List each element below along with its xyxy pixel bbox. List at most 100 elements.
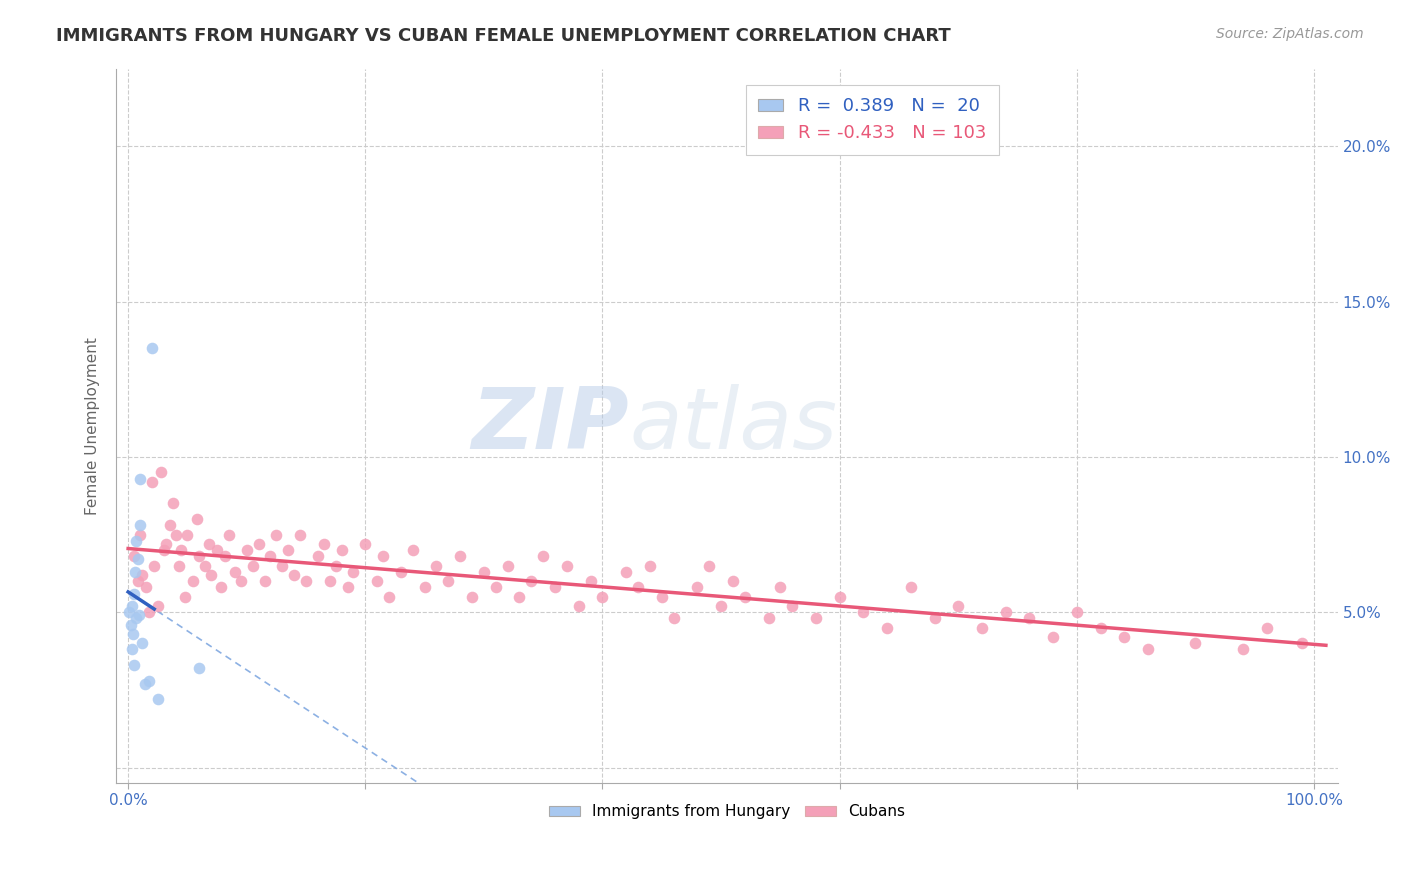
Point [662, 611, 685, 625]
Point [710, 599, 733, 613]
Point [165, 527, 187, 541]
Point [413, 580, 436, 594]
Point [544, 580, 567, 594]
Point [1232, 642, 1254, 657]
Point [568, 599, 591, 613]
Point [721, 574, 744, 588]
Point [118, 605, 141, 619]
Point [461, 590, 484, 604]
Point [138, 673, 160, 688]
Point [121, 642, 143, 657]
Point [472, 565, 495, 579]
Point [325, 558, 347, 573]
Point [579, 574, 602, 588]
Point [197, 537, 219, 551]
Point [127, 552, 149, 566]
Point [804, 611, 827, 625]
Point [120, 617, 142, 632]
Point [134, 676, 156, 690]
Point [224, 565, 246, 579]
Point [183, 574, 205, 588]
Text: atlas: atlas [630, 384, 838, 467]
Point [1184, 636, 1206, 650]
Point [288, 527, 311, 541]
Point [122, 549, 145, 564]
Point [307, 549, 329, 564]
Point [697, 558, 720, 573]
Point [924, 611, 946, 625]
Point [1114, 630, 1136, 644]
Point [259, 549, 281, 564]
Point [686, 580, 709, 594]
Point [1137, 642, 1160, 657]
Text: IMMIGRANTS FROM HUNGARY VS CUBAN FEMALE UNEMPLOYMENT CORRELATION CHART: IMMIGRANTS FROM HUNGARY VS CUBAN FEMALE … [56, 27, 950, 45]
Point [485, 580, 508, 594]
Point [1018, 611, 1040, 625]
Point [194, 558, 217, 573]
Point [200, 568, 222, 582]
Point [176, 527, 198, 541]
Point [214, 549, 236, 564]
Point [122, 627, 145, 641]
Point [129, 527, 152, 541]
Point [205, 543, 228, 558]
Y-axis label: Female Unemployment: Female Unemployment [86, 337, 100, 515]
Point [218, 527, 240, 541]
Point [159, 518, 181, 533]
Point [188, 549, 211, 564]
Point [129, 518, 152, 533]
Point [167, 558, 190, 573]
Point [449, 549, 471, 564]
Point [125, 533, 148, 548]
Point [122, 586, 145, 600]
Point [366, 574, 388, 588]
Text: Source: ZipAtlas.com: Source: ZipAtlas.com [1216, 27, 1364, 41]
Text: ZIP: ZIP [471, 384, 630, 467]
Point [277, 543, 299, 558]
Point [389, 565, 412, 579]
Point [125, 611, 148, 625]
Point [970, 621, 993, 635]
Point [520, 574, 543, 588]
Point [371, 549, 394, 564]
Point [614, 565, 637, 579]
Point [1256, 621, 1278, 635]
Point [402, 543, 425, 558]
Point [146, 599, 169, 613]
Point [354, 537, 377, 551]
Point [342, 565, 364, 579]
Point [852, 605, 875, 619]
Point [638, 558, 661, 573]
Point [496, 558, 519, 573]
Point [131, 636, 153, 650]
Point [336, 580, 359, 594]
Point [138, 605, 160, 619]
Point [266, 527, 288, 541]
Point [128, 608, 150, 623]
Point [319, 574, 342, 588]
Point [229, 574, 252, 588]
Point [948, 599, 970, 613]
Point [235, 543, 257, 558]
Point [253, 574, 276, 588]
Point [209, 580, 232, 594]
Point [124, 565, 146, 579]
Point [122, 658, 145, 673]
Point [330, 543, 353, 558]
Point [1042, 630, 1064, 644]
Point [555, 558, 578, 573]
Point [627, 580, 650, 594]
Point [283, 568, 305, 582]
Point [162, 496, 184, 510]
Point [242, 558, 264, 573]
Point [734, 590, 756, 604]
Point [170, 543, 193, 558]
Point [828, 590, 851, 604]
Point [531, 549, 554, 564]
Point [152, 543, 174, 558]
Point [146, 692, 169, 706]
Point [271, 558, 294, 573]
Point [135, 580, 157, 594]
Point [129, 472, 152, 486]
Legend: Immigrants from Hungary, Cubans: Immigrants from Hungary, Cubans [543, 798, 911, 825]
